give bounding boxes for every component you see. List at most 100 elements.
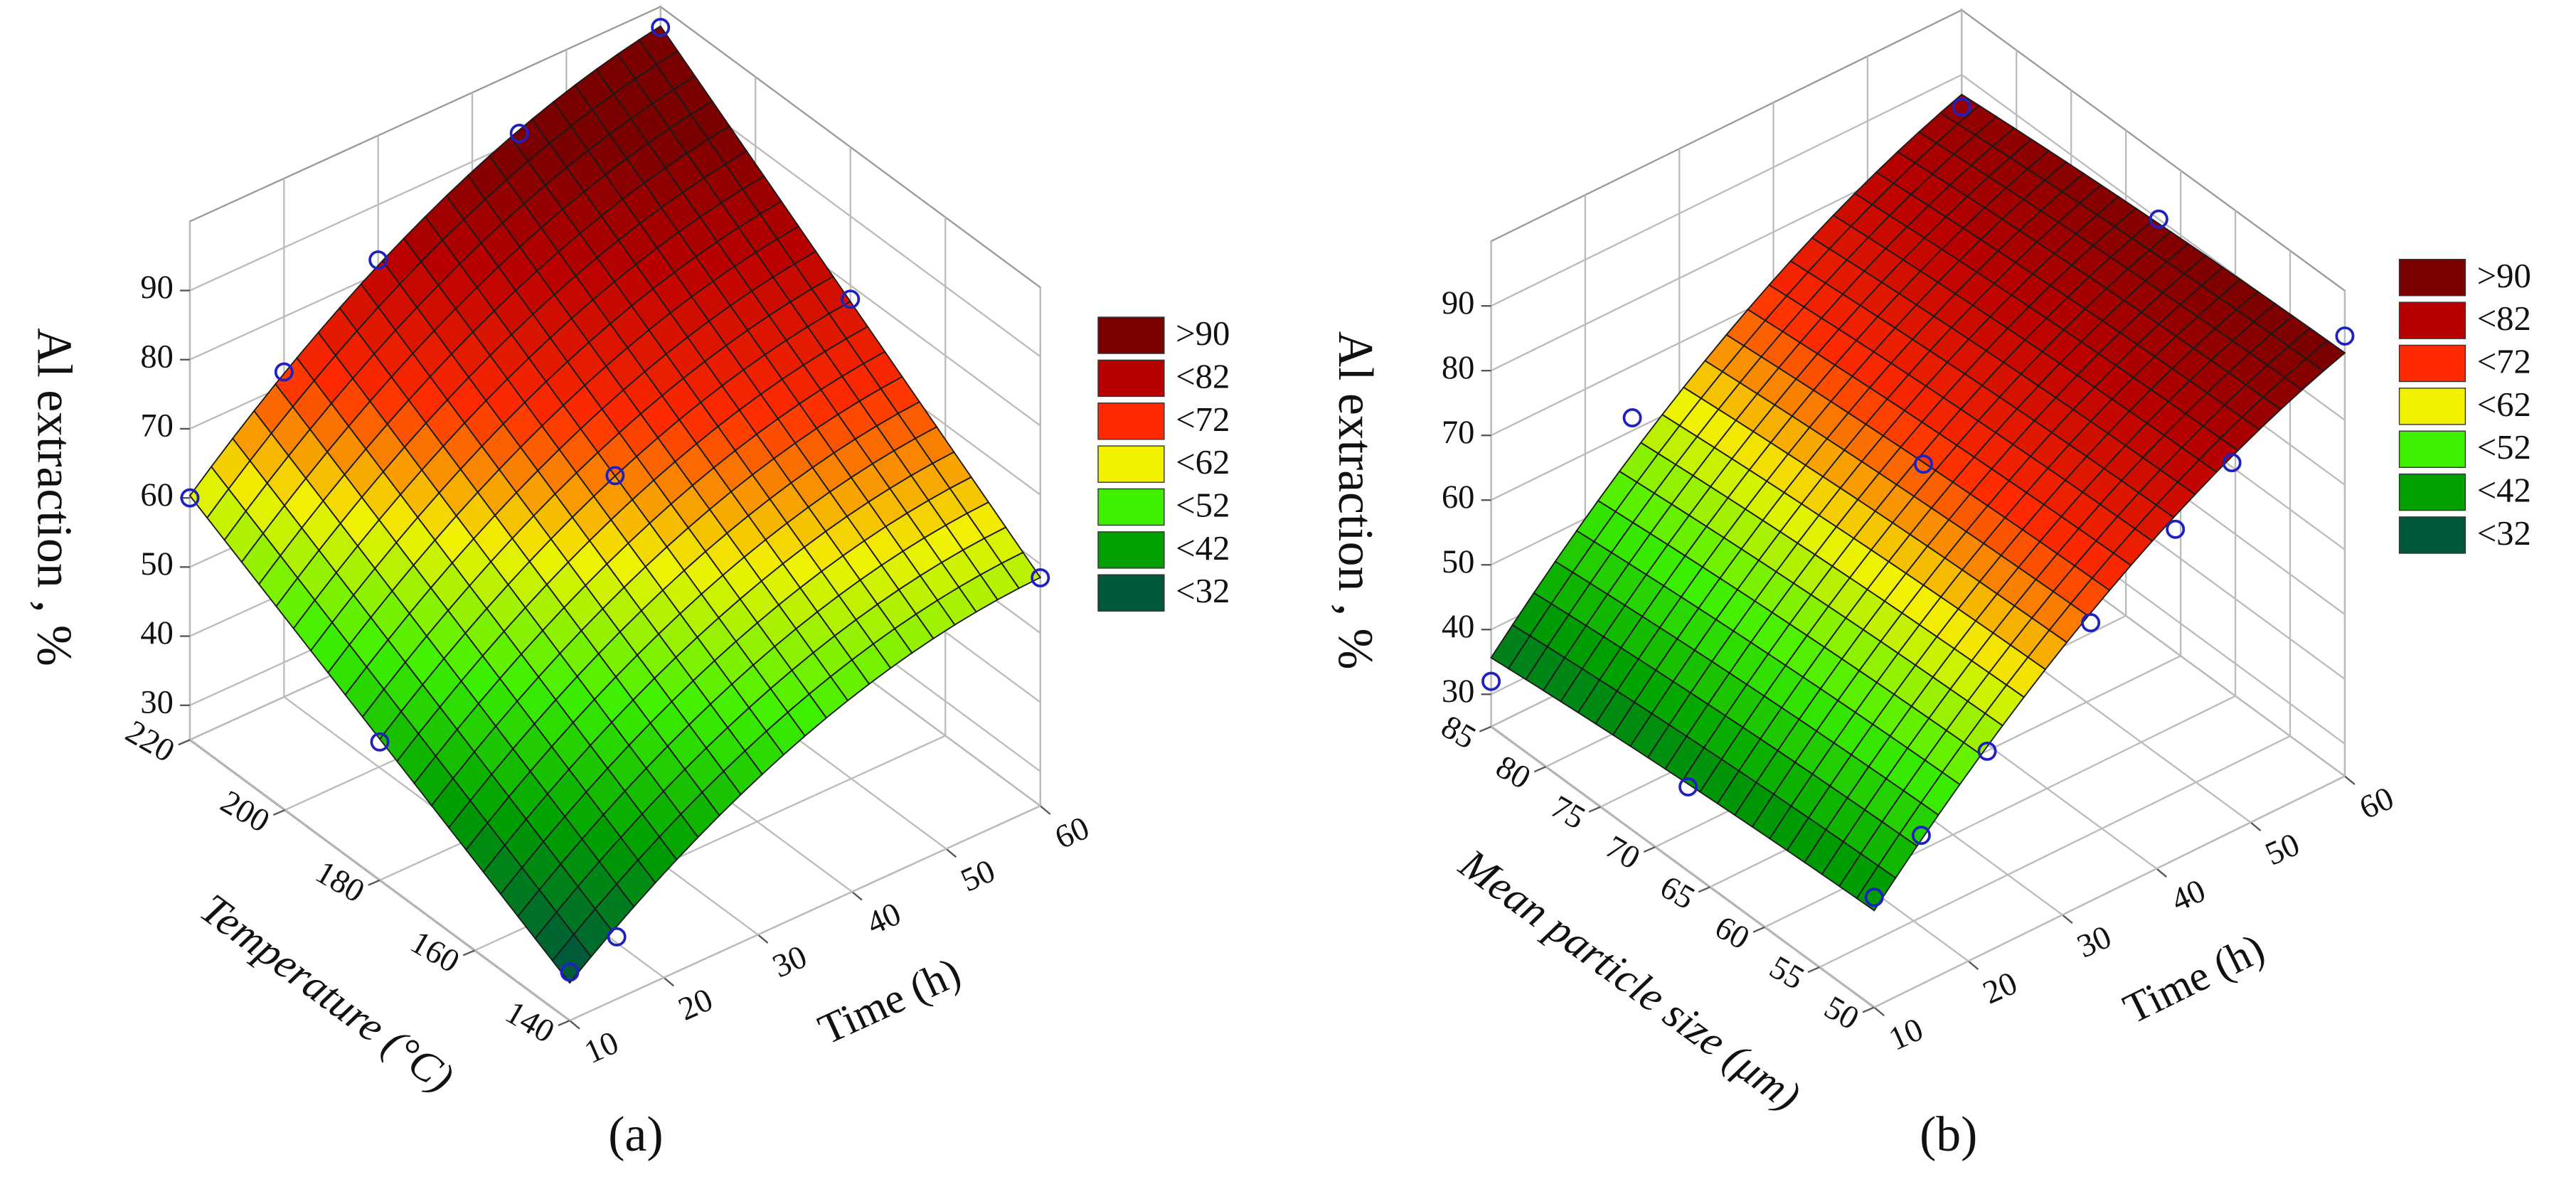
grid-line <box>569 805 1041 1022</box>
data-point <box>1977 741 1997 761</box>
tick-mark <box>2062 914 2073 924</box>
z-tick-label: 50 <box>1442 544 1474 580</box>
legend-swatch <box>2398 302 2466 339</box>
legend-label: >90 <box>2477 257 2531 295</box>
tick-mark <box>1862 1006 1875 1013</box>
x-axis-title: Time (h) <box>811 949 968 1054</box>
z-tick-label: 90 <box>140 270 173 306</box>
tick-mark <box>2344 775 2356 785</box>
legend-label: <32 <box>1176 572 1230 610</box>
data-point <box>1913 454 1933 474</box>
grid-line <box>1873 775 2346 1008</box>
x-tick-label: 20 <box>1978 965 2023 1011</box>
tick-mark <box>462 949 475 956</box>
data-point <box>2166 519 2186 539</box>
z-tick-label: 80 <box>140 339 173 375</box>
z-tick-label: 90 <box>1442 285 1474 321</box>
tick-mark <box>1752 926 1765 933</box>
tick-mark <box>1039 805 1051 815</box>
x-tick-label: 20 <box>674 981 718 1028</box>
tick-mark <box>558 1019 570 1027</box>
legend-swatch <box>1097 359 1165 398</box>
chart-panel: 1020304050605055606570758085304050607080… <box>1328 8 2531 1162</box>
data-point <box>2081 613 2101 633</box>
z-tick-label: 60 <box>140 477 173 513</box>
legend-label: >90 <box>1176 314 1230 353</box>
data-point <box>607 927 627 947</box>
legend-label: <42 <box>2477 471 2531 510</box>
legend-label: <72 <box>2477 342 2531 380</box>
x-tick-label: 30 <box>2072 919 2117 965</box>
data-point <box>1622 408 1642 427</box>
data-point <box>274 362 294 382</box>
data-point <box>509 124 529 143</box>
x-tick-label: 50 <box>2260 826 2305 873</box>
x-tick-label: 60 <box>2354 780 2399 826</box>
legend-swatch <box>2398 259 2466 297</box>
tick-mark <box>1967 960 1979 970</box>
z-tick-label: 30 <box>1442 673 1474 710</box>
data-point <box>1952 97 1971 117</box>
legend-swatch <box>1097 531 1165 569</box>
data-point <box>180 488 200 508</box>
tick-mark <box>2250 821 2262 831</box>
legend-label: <42 <box>1176 529 1230 567</box>
legend-label: <82 <box>1176 357 1230 395</box>
tick-mark <box>1873 1006 1885 1016</box>
legend-swatch <box>1097 488 1165 526</box>
tick-mark <box>663 976 675 987</box>
z-tick-label: 70 <box>1442 415 1474 451</box>
y-tick-label: 85 <box>1435 708 1482 756</box>
legend-swatch <box>1097 574 1165 612</box>
x-tick-label: 40 <box>861 896 906 942</box>
x-tick-label: 40 <box>2166 873 2211 919</box>
tick-mark <box>757 934 769 944</box>
z-tick-label: 40 <box>1442 609 1474 645</box>
data-point <box>2149 209 2168 229</box>
z-axis-title: Al extraction , % <box>1328 331 1383 670</box>
tick-mark <box>1643 846 1656 853</box>
grid-line <box>1819 735 2291 969</box>
legend-label: <62 <box>2477 385 2531 424</box>
grid-line <box>1491 74 1962 307</box>
data-point <box>1864 888 1884 907</box>
legend-swatch <box>2398 516 2466 554</box>
tick-mark <box>178 739 191 746</box>
data-point <box>368 250 388 270</box>
data-point <box>605 466 625 486</box>
chart-panel: 1020304050601401601802002203040506070809… <box>27 5 1230 1162</box>
legend-swatch <box>1097 316 1165 354</box>
data-point <box>560 962 580 982</box>
data-point <box>2222 453 2242 473</box>
x-axis-title: Time (h) <box>2117 924 2272 1033</box>
x-tick-label: 50 <box>956 853 1001 899</box>
data-point <box>2335 326 2355 346</box>
grid-line <box>1490 725 1875 1008</box>
z-tick-label: 70 <box>140 408 173 444</box>
legend-label: <62 <box>1176 443 1230 481</box>
data-point <box>1678 777 1698 796</box>
legend-label: <82 <box>2477 299 2531 338</box>
tick-mark <box>272 809 285 816</box>
legend-label: <72 <box>1176 400 1230 439</box>
tick-mark <box>1807 966 1820 974</box>
z-axis-title: Al extraction , % <box>27 328 82 666</box>
legend-swatch <box>1097 445 1165 483</box>
data-point <box>841 289 861 309</box>
z-tick-label: 60 <box>1442 479 1474 516</box>
tick-mark <box>1588 806 1601 813</box>
legend-swatch <box>2398 430 2466 468</box>
x-tick-label: 10 <box>1884 1011 1929 1057</box>
z-tick-label: 30 <box>140 684 173 720</box>
data-point <box>1481 671 1501 691</box>
tick-mark <box>1698 886 1710 893</box>
tick-mark <box>945 848 957 858</box>
data-point <box>651 18 671 38</box>
data-point <box>370 732 390 752</box>
z-tick-label: 50 <box>140 546 173 582</box>
tick-mark <box>368 879 380 886</box>
data-point <box>1031 567 1050 587</box>
legend-swatch <box>2398 388 2466 425</box>
